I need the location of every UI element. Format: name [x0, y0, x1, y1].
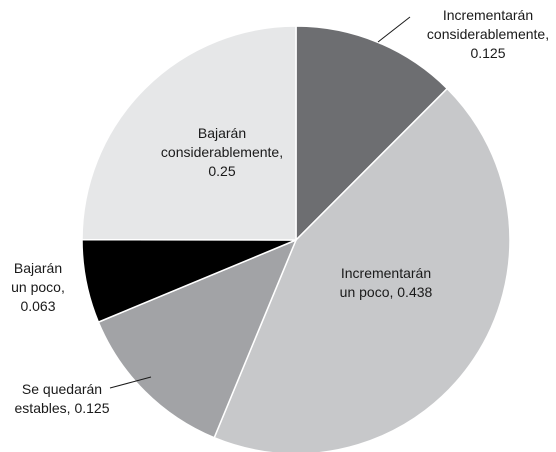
slice-label-4: Bajarán un poco, 0.063: [11, 260, 65, 314]
slice-label-1-line-2: considerablemente,: [427, 26, 549, 42]
slice-label-4-line-1: Bajarán: [14, 260, 62, 276]
slice-label-5-line-1: Bajarán: [198, 125, 246, 141]
pie-slice-3: [97, 238, 298, 439]
slice-label-2: Incrementarán un poco, 0.438: [340, 265, 433, 300]
leader-line-3: [109, 376, 152, 389]
leader-line-1: [377, 16, 411, 43]
slice-label-3: Se quedarán estables, 0.125: [15, 381, 110, 416]
pie-slice-5: [81, 25, 297, 241]
slice-label-5: Bajarán considerablemente, 0.25: [161, 125, 283, 179]
slice-labels: Incrementarán considerablemente, 0.125Incr…: [11, 7, 549, 416]
pie-slices: [81, 25, 511, 452]
pie-slice-2: [213, 87, 511, 452]
slice-label-4-line-2: un poco,: [11, 279, 65, 295]
pie-slice-1: [295, 25, 449, 242]
slice-label-5-line-2: considerablemente,: [161, 144, 283, 160]
slice-label-3-line-1: Se quedarán: [22, 381, 102, 397]
slice-label-5-line-3: 0.25: [208, 163, 235, 179]
slice-label-4-line-3: 0.063: [20, 298, 55, 314]
slice-label-2-line-1: Incrementarán: [341, 265, 431, 281]
slice-label-1-line-3: 0.125: [470, 45, 505, 61]
slice-label-1: Incrementarán considerablemente, 0.125: [427, 7, 549, 61]
slice-label-3-line-2: estables, 0.125: [15, 400, 110, 416]
slice-label-2-line-2: un poco, 0.438: [340, 284, 433, 300]
slice-label-1-line-1: Incrementarán: [443, 7, 533, 23]
